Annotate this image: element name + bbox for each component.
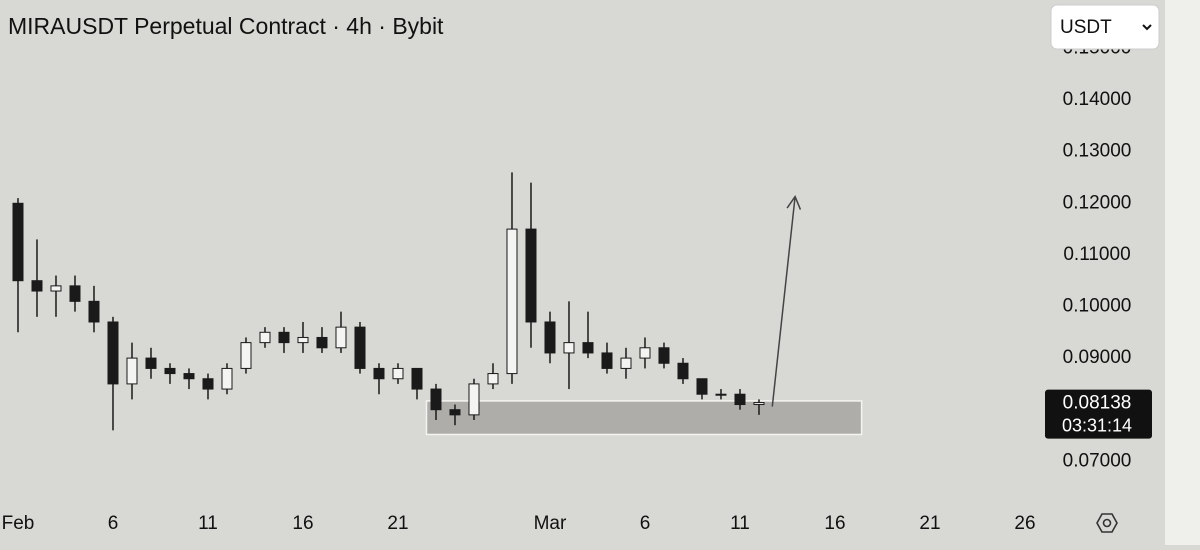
candle-body: [50, 285, 62, 292]
candle-body: [658, 347, 670, 364]
candle-body: [430, 388, 442, 411]
x-tick-label: 26: [1014, 513, 1035, 534]
candle-body: [544, 321, 556, 354]
candle-body: [506, 228, 518, 375]
chart-title: MIRAUSDT Perpetual Contract · 4h · Bybit: [8, 13, 444, 39]
candle-body: [411, 367, 423, 390]
candle-body: [297, 336, 309, 344]
candle-body: [392, 367, 404, 380]
candle-body: [145, 357, 157, 369]
candle-body: [316, 336, 328, 349]
candle-body: [259, 331, 271, 344]
candle-body: [468, 383, 480, 416]
candle-body: [354, 326, 366, 369]
candle-body: [715, 393, 727, 396]
side-strip: [1165, 0, 1200, 545]
x-tick-label: 16: [824, 513, 845, 534]
candle-body: [563, 342, 575, 354]
projection-arrow: [771, 195, 802, 407]
x-tick-label: 21: [919, 513, 940, 534]
candle-body: [601, 352, 613, 369]
y-tick-label: 0.10000: [1063, 296, 1132, 317]
candle-body: [107, 321, 119, 385]
support-zone: [425, 400, 863, 436]
price-tag-label: 0.08138: [1063, 393, 1132, 414]
candle-body: [12, 202, 24, 282]
x-tick-label: Mar: [534, 513, 567, 534]
y-tick-label: 0.14000: [1063, 89, 1132, 110]
y-tick-label: 0.11000: [1063, 244, 1130, 265]
candle-body: [525, 228, 537, 323]
x-tick-label: 16: [292, 513, 313, 534]
candle-body: [639, 347, 651, 359]
candle-body: [734, 393, 746, 406]
candle-body: [620, 357, 632, 369]
settings-icon[interactable]: [1096, 513, 1118, 533]
chevron: [1142, 24, 1152, 31]
countdown: 03:31:14: [1062, 415, 1132, 435]
candle-body: [335, 326, 347, 349]
currency-dropdown[interactable]: [1050, 4, 1160, 50]
candle-body: [88, 300, 100, 323]
x-tick-label: 11: [198, 513, 218, 534]
candle-body: [31, 280, 43, 292]
plot: 0.07000 0.09000 0.10000 0.11000 0.12000 0.130…: [2, 38, 1132, 534]
price-tag: [1045, 389, 1152, 439]
candle-body: [221, 367, 233, 390]
candle-body: [582, 342, 594, 354]
candle-body: [69, 285, 81, 302]
candle-body: [373, 367, 385, 380]
x-tick-label: 6: [108, 513, 119, 534]
y-tick-label: 0.07000: [1063, 450, 1132, 471]
y-tick-label: 0.09000: [1063, 347, 1132, 368]
candle-body: [183, 373, 195, 380]
candle-body: [164, 367, 176, 375]
candle-body: [202, 378, 214, 390]
candle-body: [240, 342, 252, 369]
x-tick-label: 21: [387, 513, 408, 534]
candle-body: [126, 357, 138, 385]
currency-label: USDT: [1060, 17, 1112, 38]
candle-body: [487, 373, 499, 385]
x-tick-label: 6: [640, 513, 651, 534]
candle-body: [677, 362, 689, 380]
candle-body: [278, 331, 290, 344]
candle-body: [696, 378, 708, 395]
y-tick-label: 0.12000: [1063, 192, 1132, 213]
candle-body: [449, 409, 461, 416]
candle-body: [753, 402, 765, 406]
y-tick-label: 0.13000: [1063, 141, 1132, 162]
x-tick-label: 11: [730, 513, 750, 534]
x-tick-label: Feb: [2, 513, 35, 534]
